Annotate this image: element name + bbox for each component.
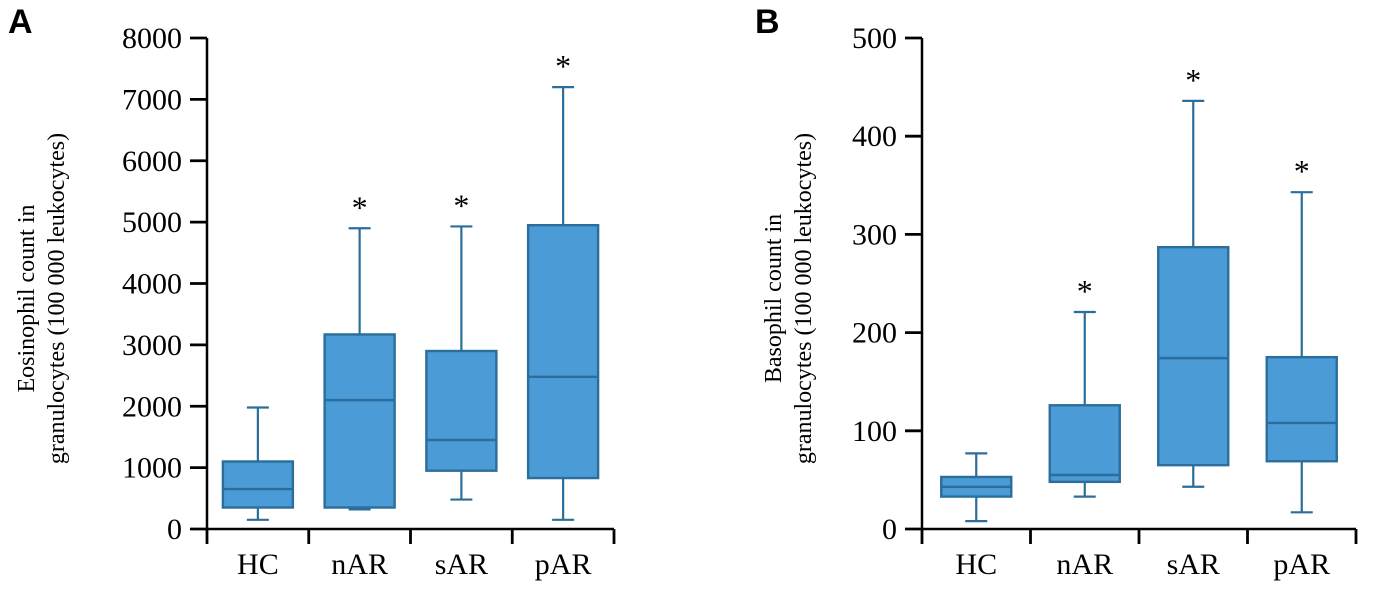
- svg-text:sAR: sAR: [435, 548, 488, 581]
- svg-text:2000: 2000: [122, 390, 182, 423]
- svg-text:1000: 1000: [122, 452, 182, 485]
- svg-text:*: *: [1077, 273, 1093, 309]
- svg-text:pAR: pAR: [1273, 548, 1330, 581]
- svg-text:granulocytes (100 000 leukocyt: granulocytes (100 000 leukocytes): [791, 133, 817, 464]
- svg-text:400: 400: [852, 120, 897, 153]
- svg-text:A: A: [8, 3, 33, 41]
- svg-text:7000: 7000: [122, 83, 182, 116]
- svg-text:300: 300: [852, 218, 897, 251]
- svg-text:5000: 5000: [122, 206, 182, 239]
- svg-text:*: *: [1185, 62, 1201, 98]
- svg-text:3000: 3000: [122, 329, 182, 362]
- svg-text:8000: 8000: [122, 22, 182, 55]
- svg-text:4000: 4000: [122, 268, 182, 301]
- svg-text:*: *: [453, 187, 469, 223]
- svg-text:sAR: sAR: [1167, 548, 1220, 581]
- svg-text:500: 500: [852, 22, 897, 55]
- svg-text:100: 100: [852, 415, 897, 448]
- svg-text:B: B: [755, 3, 780, 41]
- svg-text:granulocytes (100 000 leukocyt: granulocytes (100 000 leukocytes): [44, 133, 70, 464]
- svg-text:*: *: [352, 189, 368, 225]
- svg-text:6000: 6000: [122, 145, 182, 178]
- svg-text:Eosinophil count in: Eosinophil count in: [14, 205, 40, 393]
- svg-text:pAR: pAR: [535, 548, 592, 581]
- svg-text:nAR: nAR: [1056, 548, 1113, 581]
- svg-text:nAR: nAR: [331, 548, 388, 581]
- svg-text:0: 0: [167, 513, 182, 546]
- svg-text:0: 0: [882, 513, 897, 546]
- svg-text:200: 200: [852, 317, 897, 350]
- svg-text:HC: HC: [237, 548, 279, 581]
- svg-text:Basophil count in: Basophil count in: [761, 214, 787, 383]
- svg-text:*: *: [1294, 153, 1310, 189]
- svg-text:*: *: [555, 48, 571, 84]
- svg-text:HC: HC: [955, 548, 997, 581]
